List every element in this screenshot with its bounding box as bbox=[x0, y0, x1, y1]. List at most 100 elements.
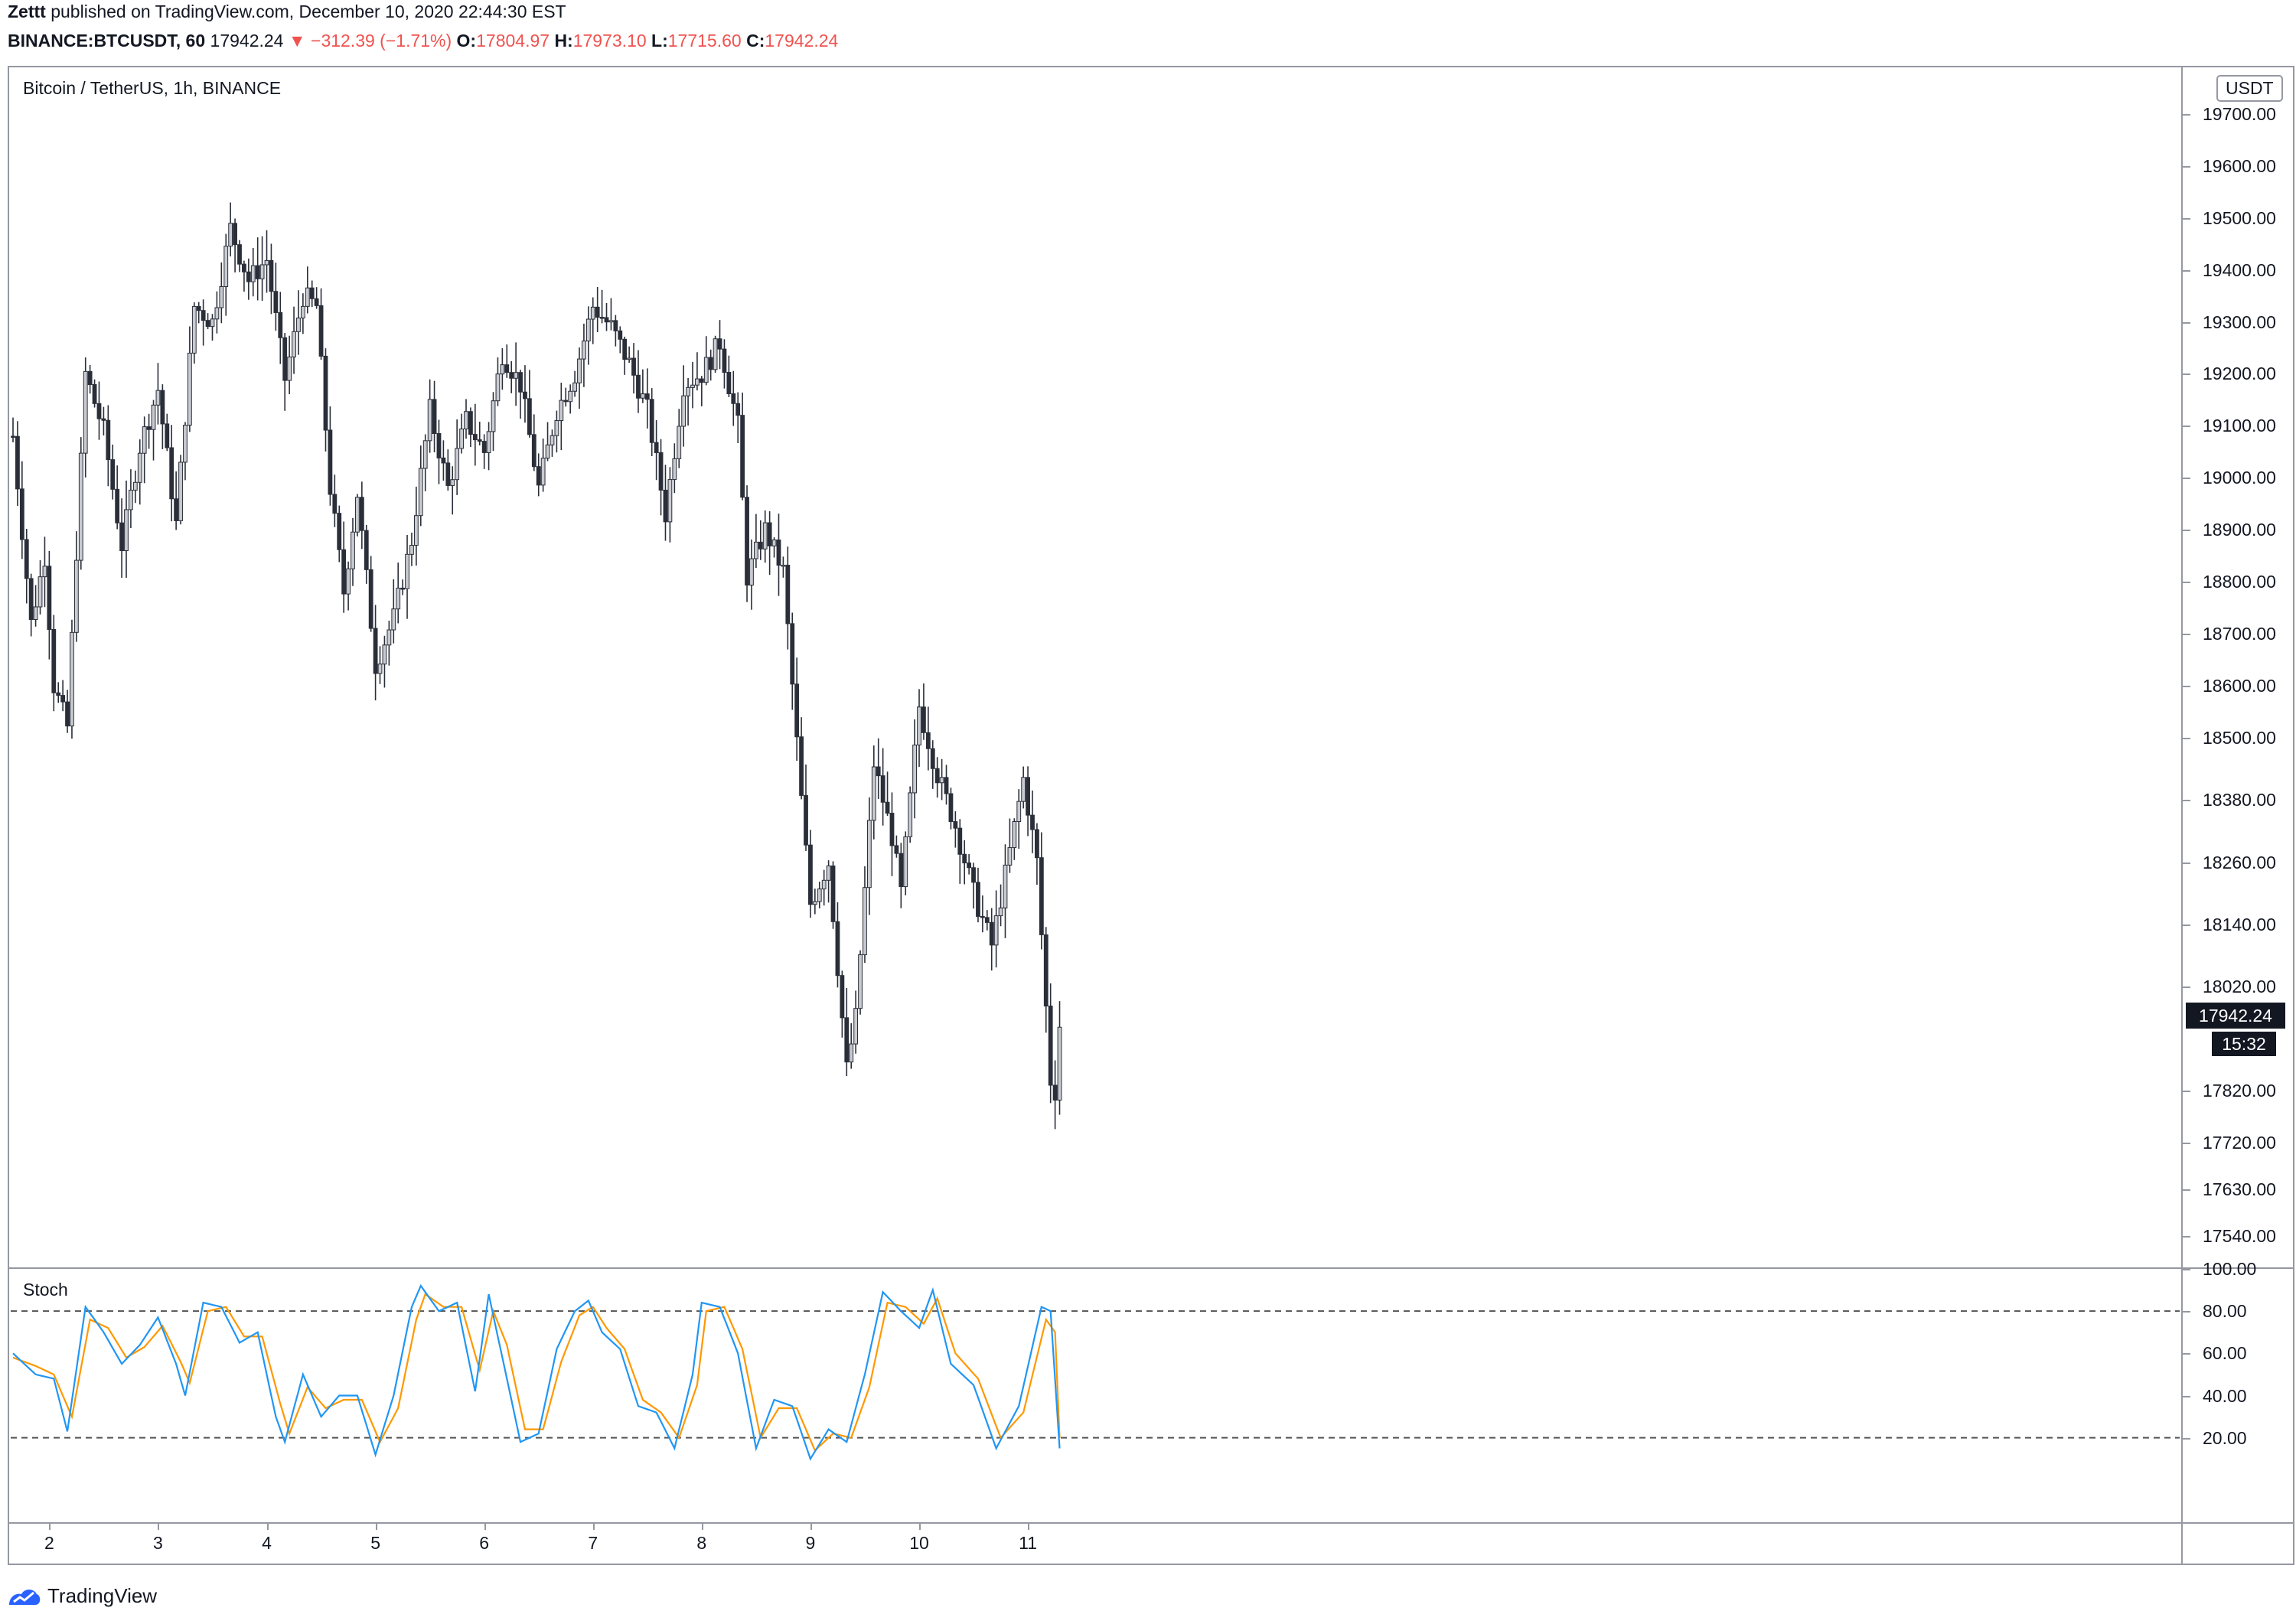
price-pane[interactable] bbox=[8, 66, 2183, 1269]
candle-up bbox=[826, 865, 831, 881]
candle-down bbox=[242, 263, 246, 272]
publish-info: Zettt published on TradingView.com, Dece… bbox=[8, 2, 566, 22]
price-tick-label: 19500.00 bbox=[2203, 207, 2276, 228]
candle-down bbox=[921, 706, 926, 733]
candle-up bbox=[346, 568, 351, 595]
author-name[interactable]: Zettt bbox=[8, 2, 46, 21]
candle-down bbox=[785, 564, 791, 624]
candle-down bbox=[11, 435, 15, 438]
price-tick-label: 18500.00 bbox=[2203, 727, 2276, 748]
candle-up bbox=[33, 606, 38, 620]
candle-up bbox=[142, 426, 147, 454]
candle-up bbox=[540, 458, 546, 486]
candle-up bbox=[866, 820, 872, 889]
candle-down bbox=[60, 695, 66, 703]
candle-down bbox=[930, 748, 935, 769]
candle-up bbox=[585, 318, 591, 342]
candle-down bbox=[1039, 857, 1044, 935]
candle-up bbox=[132, 481, 138, 491]
candle-down bbox=[65, 701, 70, 727]
candle-down bbox=[196, 305, 201, 311]
candle-down bbox=[830, 865, 836, 922]
candle-up bbox=[812, 901, 817, 905]
price-tick-label: 17720.00 bbox=[2203, 1133, 2276, 1153]
candle-down bbox=[976, 882, 980, 917]
candle-up bbox=[405, 553, 409, 589]
candle-down bbox=[201, 310, 206, 321]
candle-down bbox=[146, 426, 152, 430]
candle-up bbox=[771, 540, 777, 546]
candle-down bbox=[636, 374, 641, 399]
candle-down bbox=[885, 801, 890, 814]
candle-down bbox=[967, 863, 972, 869]
candle-down bbox=[708, 357, 713, 370]
candle-down bbox=[663, 489, 668, 523]
close-value: 17942.24 bbox=[765, 31, 839, 51]
price-tick-label: 18700.00 bbox=[2203, 623, 2276, 644]
price-axis[interactable] bbox=[2183, 66, 2294, 1269]
candle-up bbox=[264, 259, 269, 266]
candle-down bbox=[87, 370, 93, 385]
stoch-tick-label: 60.00 bbox=[2203, 1343, 2247, 1364]
candle-up bbox=[514, 372, 519, 379]
candle-down bbox=[726, 372, 732, 395]
stoch-tick-label: 80.00 bbox=[2203, 1301, 2247, 1322]
candle-down bbox=[165, 423, 170, 448]
price-tick-mark bbox=[2183, 373, 2190, 376]
candle-down bbox=[1030, 814, 1035, 830]
candle-up bbox=[939, 777, 944, 784]
candle-down bbox=[24, 539, 29, 579]
stoch-k-line bbox=[12, 1283, 1061, 1461]
stoch-pane[interactable] bbox=[8, 1267, 2183, 1524]
candle-up bbox=[908, 792, 913, 837]
price-tick-label: 18260.00 bbox=[2203, 852, 2276, 872]
candle-down bbox=[899, 853, 904, 888]
candle-up bbox=[129, 489, 133, 510]
candle-down bbox=[328, 429, 333, 495]
candle-up bbox=[464, 411, 468, 430]
published-text: published on TradingView.com, December 1… bbox=[51, 2, 566, 21]
candle-up bbox=[413, 515, 419, 546]
stoch-tick-label: 20.00 bbox=[2203, 1427, 2247, 1448]
candle-down bbox=[644, 393, 650, 400]
time-axis[interactable] bbox=[8, 1522, 2183, 1565]
low-label: L: bbox=[651, 31, 668, 51]
stoch-tick-label: 100.00 bbox=[2203, 1259, 2257, 1279]
candle-down bbox=[622, 338, 628, 360]
symbol-label[interactable]: BINANCE:BTCUSDT, 60 bbox=[8, 31, 206, 51]
candle-up bbox=[287, 356, 292, 381]
high-value: 17973.10 bbox=[572, 31, 647, 51]
time-tick-label: 4 bbox=[262, 1533, 272, 1553]
candle-down bbox=[373, 628, 378, 674]
price-tick-mark bbox=[2183, 685, 2190, 687]
candle-up bbox=[753, 541, 758, 559]
brand-name: TradingView bbox=[47, 1584, 158, 1607]
candle-up bbox=[998, 907, 1003, 917]
candle-up bbox=[38, 576, 43, 608]
candle-up bbox=[250, 265, 256, 282]
time-tick-mark bbox=[592, 1522, 595, 1530]
candle-down bbox=[110, 459, 116, 490]
candle-down bbox=[237, 244, 242, 265]
candle-down bbox=[332, 494, 338, 514]
price-tick-mark bbox=[2183, 1189, 2190, 1192]
candle-up bbox=[690, 384, 695, 388]
candle-up bbox=[627, 357, 632, 360]
candle-up bbox=[686, 386, 690, 396]
candle-down bbox=[980, 915, 985, 918]
candle-down bbox=[971, 867, 976, 883]
candle-down bbox=[948, 793, 954, 823]
stoch-axis[interactable] bbox=[2183, 1267, 2294, 1524]
candle-down bbox=[477, 439, 482, 442]
stoch-pane-title[interactable]: Stoch bbox=[23, 1280, 68, 1300]
candle-down bbox=[944, 777, 949, 794]
candle-up bbox=[858, 954, 863, 1009]
candle-up bbox=[821, 879, 827, 890]
candle-down bbox=[799, 736, 804, 796]
candle-down bbox=[432, 399, 437, 434]
candle-up bbox=[762, 522, 768, 549]
brand-footer[interactable]: TradingView bbox=[8, 1584, 157, 1608]
candle-up bbox=[137, 452, 142, 483]
currency-unit-badge[interactable]: USDT bbox=[2216, 75, 2283, 102]
candle-down bbox=[876, 766, 881, 777]
